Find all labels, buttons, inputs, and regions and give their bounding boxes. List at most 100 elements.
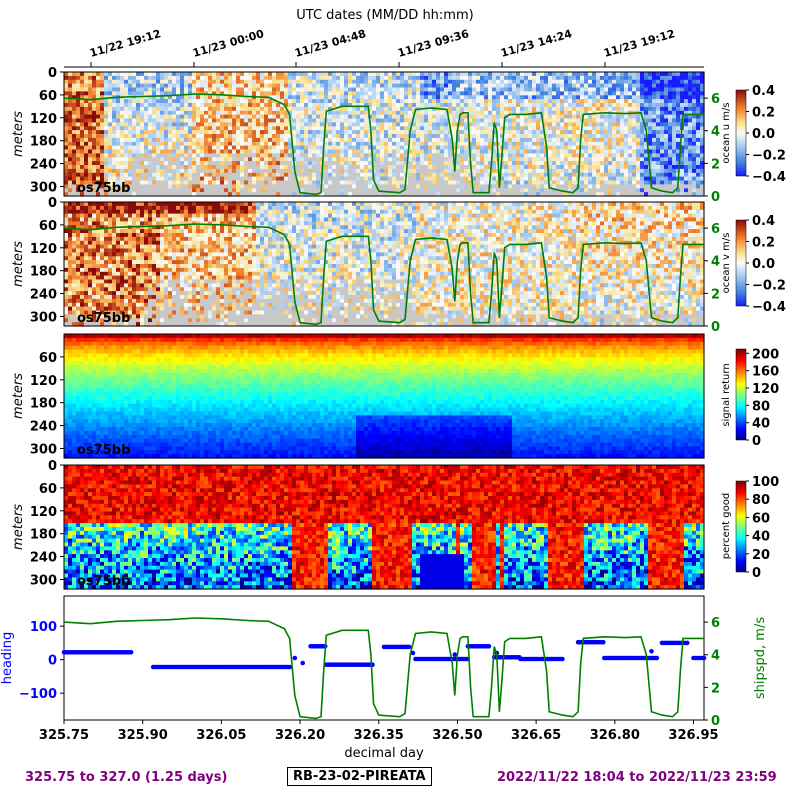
heading-right-ticks: 6 4 2 0 bbox=[704, 616, 720, 729]
right-tick-label: 2 bbox=[711, 287, 720, 302]
ocean-u-frame bbox=[63, 71, 705, 197]
x-tick-label: 326.80 bbox=[590, 728, 640, 743]
y-tick-label: 60 bbox=[39, 482, 57, 497]
colorbar-tick-label: 0.0 bbox=[752, 127, 775, 142]
percent-good-y-ticks: 0 60 120 180 240 300 bbox=[30, 459, 64, 588]
heading-point bbox=[287, 664, 292, 670]
ocean-v-heatmap bbox=[64, 202, 705, 327]
shipspd-line bbox=[63, 617, 704, 720]
y-tick-label: 300 bbox=[30, 573, 57, 588]
heading-series bbox=[61, 639, 707, 670]
heading-x-ticks: 325.75 325.90 326.05 326.20 326.35 326.50 326.… bbox=[39, 720, 719, 743]
ocean-v-ylabel: meters bbox=[11, 241, 26, 287]
y-tick-label: 120 bbox=[30, 112, 57, 127]
colorbar-tick-label: 120 bbox=[752, 382, 779, 397]
shipspd-tick-label: 0 bbox=[711, 714, 720, 729]
colorbar-tick-label: 40 bbox=[752, 530, 770, 545]
percent-good-instrument: os75bb bbox=[77, 574, 130, 589]
ocean-u-y-ticks: 0 60 120 180 240 300 bbox=[30, 66, 64, 195]
ocean-v-shipspd-line bbox=[63, 223, 704, 326]
heading-point bbox=[701, 655, 707, 661]
colorbar-tick-label: 0.4 bbox=[752, 214, 775, 229]
heading-left-ticks: 100 0 −100 bbox=[19, 620, 64, 702]
colorbar-tick-label: 40 bbox=[752, 417, 770, 432]
heading-point bbox=[486, 644, 492, 649]
ocean-v-right-ticks: 6 4 2 0 bbox=[704, 222, 720, 335]
colorbar-tick-label: 0.2 bbox=[752, 236, 775, 251]
ocean-u-shipspd-line bbox=[63, 93, 704, 196]
colorbar-tick-label: −0.2 bbox=[752, 279, 786, 294]
shipspd-tick-label: 4 bbox=[711, 649, 720, 664]
signal-return-ylabel: meters bbox=[11, 373, 26, 419]
right-tick-label: 4 bbox=[711, 125, 720, 140]
ocean-u-colorbar-ticks: 0.4 0.2 0.0 −0.2 −0.4 bbox=[746, 84, 786, 185]
percent-good-ylabel: meters bbox=[11, 504, 26, 550]
signal-return-y-ticks: 60 120 180 240 300 bbox=[30, 351, 64, 457]
signal-return-colorbar bbox=[735, 348, 747, 441]
x-tick-label: 326.35 bbox=[354, 728, 404, 743]
top-tick-label: 11/23 09:36 bbox=[396, 27, 471, 60]
x-tick-label: 325.75 bbox=[39, 728, 89, 743]
y-tick-label: 240 bbox=[30, 551, 57, 566]
ocean-v-colorbar-label: ocean v m/s bbox=[721, 233, 732, 294]
x-tick-label: 326.05 bbox=[196, 728, 246, 743]
ocean-v-instrument: os75bb bbox=[77, 311, 130, 326]
heading-point bbox=[560, 656, 565, 662]
heading-point bbox=[406, 644, 412, 650]
colorbar-tick-label: 0.4 bbox=[752, 84, 775, 99]
colorbar-tick-label: 160 bbox=[752, 365, 779, 380]
signal-return-instrument: os75bb bbox=[77, 443, 130, 458]
percent-good-colorbar bbox=[735, 480, 747, 573]
right-tick-label: 6 bbox=[711, 92, 720, 107]
colorbar-tick-label: 20 bbox=[752, 548, 770, 563]
colorbar-tick-label: 60 bbox=[752, 511, 770, 526]
x-tick-label: 325.90 bbox=[118, 728, 168, 743]
y-tick-label: 120 bbox=[30, 374, 57, 389]
colorbar-tick-label: −0.4 bbox=[752, 300, 786, 315]
heading-point bbox=[292, 655, 298, 661]
top-tick-label: 11/23 04:48 bbox=[293, 27, 367, 60]
right-tick-label: 0 bbox=[711, 320, 720, 335]
right-tick-label: 4 bbox=[711, 255, 720, 270]
shipspd-tick-label: 6 bbox=[711, 616, 720, 631]
y-tick-label: 300 bbox=[30, 442, 57, 457]
colorbar-tick-label: 80 bbox=[752, 493, 770, 508]
signal-return-colorbar-label: signal return bbox=[721, 363, 732, 426]
top-tick-label: 11/23 14:24 bbox=[499, 27, 574, 60]
colorbar-tick-label: 0 bbox=[752, 566, 761, 581]
heading-point bbox=[654, 655, 660, 661]
colorbar-tick-label: 80 bbox=[752, 399, 770, 414]
heading-ylabel: heading bbox=[0, 632, 15, 685]
shipspd-ylabel: shipspd, m/s bbox=[753, 617, 768, 699]
ocean-v-colorbar-ticks: 0.4 0.2 0.0 −0.2 −0.4 bbox=[746, 214, 786, 315]
y-tick-label: 120 bbox=[30, 242, 57, 257]
shipspd-series bbox=[63, 617, 704, 720]
panel-percent-good: 0 60 120 180 240 300 meters os75bb 100 80 60 40 2… bbox=[11, 459, 779, 590]
footer-cruise: RB-23-02-PIREATA bbox=[287, 767, 432, 786]
signal-return-colorbar-ticks: 200 160 120 80 40 0 bbox=[746, 347, 779, 449]
percent-good-frame bbox=[63, 464, 705, 590]
y-tick-label: 60 bbox=[39, 351, 57, 366]
y-tick-label: 0 bbox=[48, 196, 57, 211]
heading-point bbox=[649, 649, 654, 654]
heading-point bbox=[300, 660, 306, 666]
y-tick-label: 0 bbox=[48, 459, 57, 474]
top-tick-label: 11/23 19:12 bbox=[602, 27, 676, 60]
colorbar-tick-label: −0.2 bbox=[752, 149, 786, 164]
top-tick-label: 11/22 19:12 bbox=[88, 27, 162, 60]
heading-point bbox=[684, 640, 690, 646]
percent-good-colorbar-ticks: 100 80 60 40 20 0 bbox=[746, 475, 779, 581]
top-axis-ticks: 11/22 19:12 11/23 00:00 11/23 04:48 11/23 0… bbox=[88, 27, 676, 67]
heading-tick-label: 0 bbox=[48, 654, 57, 669]
y-tick-label: 300 bbox=[30, 180, 57, 195]
x-tick-label: 326.95 bbox=[668, 728, 718, 743]
heading-point bbox=[452, 652, 458, 657]
colorbar-tick-label: 0.2 bbox=[752, 106, 775, 121]
y-tick-label: 180 bbox=[30, 265, 57, 280]
ocean-v-colorbar bbox=[735, 219, 747, 307]
y-tick-label: 300 bbox=[30, 310, 57, 325]
